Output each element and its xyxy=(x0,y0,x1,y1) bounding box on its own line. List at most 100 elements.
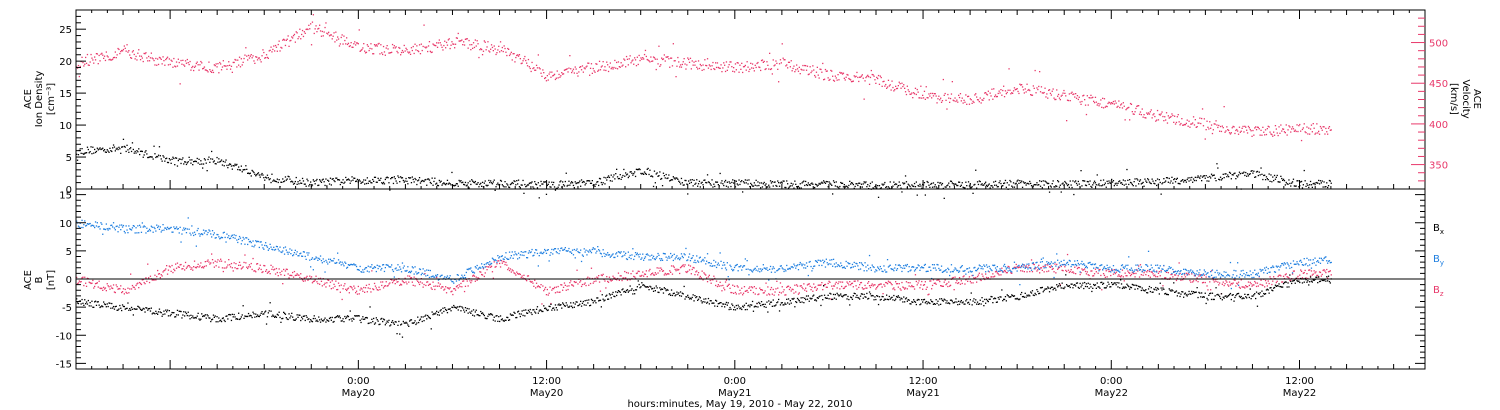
velocity-series-point xyxy=(284,44,287,47)
ion-density-series-point xyxy=(770,182,773,184)
ion-density-series-point xyxy=(226,164,228,167)
bz-series-point xyxy=(687,270,689,272)
velocity-series-point xyxy=(205,69,207,71)
by-series-point xyxy=(484,266,486,268)
bz-series-point xyxy=(316,281,318,283)
ion-density-series-point xyxy=(271,173,273,175)
ion-density-series-point xyxy=(459,181,461,183)
bz-series-point xyxy=(617,272,620,274)
bz-series-point xyxy=(959,283,962,285)
bz-series-point xyxy=(132,286,134,288)
velocity-series-point xyxy=(221,66,224,68)
by-series-point xyxy=(730,265,732,268)
velocity-series-point xyxy=(302,35,305,38)
velocity-series-point xyxy=(1037,88,1039,91)
by-series-point xyxy=(505,252,507,254)
bz-series-point xyxy=(256,263,259,265)
by-series-point xyxy=(375,270,377,273)
bz-series-point xyxy=(531,280,533,283)
velocity-series-point xyxy=(1201,108,1204,110)
bz-series-point xyxy=(562,289,564,291)
by-series-point xyxy=(468,267,470,270)
bz-series-point xyxy=(248,264,251,266)
by-series-point xyxy=(406,269,408,272)
bz-series-point xyxy=(1156,276,1159,278)
ion-density-series-point xyxy=(762,183,764,185)
bz-series-point xyxy=(1193,275,1196,277)
ion-density-series-point xyxy=(683,184,685,186)
bz-series-point xyxy=(285,268,287,270)
ion-density-series-point xyxy=(706,174,709,176)
velocity-series-point xyxy=(1147,112,1150,114)
ion-density-series-point xyxy=(229,163,231,165)
ion-density-series-point xyxy=(407,183,409,185)
ion-density-series-point xyxy=(1074,181,1076,183)
velocity-series-point xyxy=(392,47,395,49)
ion-density-series-point xyxy=(281,181,283,183)
bz-series-point xyxy=(1252,284,1254,286)
bz-series-point xyxy=(908,285,910,287)
ion-density-series-point xyxy=(942,187,944,190)
bz-series-point xyxy=(384,285,386,287)
bz-series-point xyxy=(534,279,536,281)
velocity-series-point xyxy=(922,97,925,99)
ion-density-series-point xyxy=(542,183,544,185)
ion-density-series-point xyxy=(1068,186,1070,188)
by-series-point xyxy=(685,247,687,250)
ion-density-series-point xyxy=(788,186,791,188)
bz-series-point xyxy=(1157,272,1160,274)
by-series-point xyxy=(466,268,468,270)
bz-series-point xyxy=(448,288,450,290)
velocity-series-point xyxy=(334,41,336,43)
velocity-series-point xyxy=(340,36,342,39)
bz-series-point xyxy=(963,275,965,277)
ion-density-series-point xyxy=(882,184,884,186)
velocity-series-point xyxy=(938,95,940,97)
ion-density-series-point xyxy=(625,172,627,174)
by-series-point xyxy=(693,261,695,263)
bz-series-point xyxy=(769,294,771,296)
velocity-series-point xyxy=(1215,120,1217,122)
ion-density-series-point xyxy=(1230,178,1232,180)
velocity-series-point xyxy=(448,38,450,40)
ion-density-series-point xyxy=(154,153,156,155)
velocity-series-point xyxy=(409,53,412,55)
ion-density-series-point xyxy=(793,187,795,189)
ion-density-series-point xyxy=(376,181,378,183)
ion-density-series-point xyxy=(1030,185,1033,187)
velocity-series-point xyxy=(1070,92,1072,94)
ion-density-series-point xyxy=(897,185,899,187)
by-series-point xyxy=(501,255,503,257)
ion-density-series-point xyxy=(583,181,585,183)
ion-density-series-point xyxy=(327,179,329,181)
by-series-point xyxy=(627,251,629,253)
by-series-point xyxy=(241,240,243,242)
ion-density-series-point xyxy=(1268,173,1270,175)
bz-series-point xyxy=(1072,271,1074,273)
ion-density-series-point xyxy=(257,172,260,174)
bz-series-point xyxy=(1245,285,1247,287)
velocity-series-point xyxy=(387,48,389,50)
ion-density-series-point xyxy=(403,181,405,183)
bz-series-point xyxy=(1103,274,1106,276)
ion-density-series-point xyxy=(557,186,559,188)
bz-series-point xyxy=(94,283,97,285)
bz-series-point xyxy=(481,274,484,276)
bz-series-point xyxy=(868,281,870,283)
bz-series-point xyxy=(976,275,979,278)
bz-series-point xyxy=(567,288,569,291)
bz-series-point xyxy=(913,288,916,290)
velocity-series-point xyxy=(1026,83,1028,85)
velocity-series-point xyxy=(1278,126,1280,128)
velocity-series-point xyxy=(539,68,541,70)
bz-series-point xyxy=(348,292,350,294)
ion-density-series-point xyxy=(133,152,135,154)
bz-series-point xyxy=(1267,280,1269,282)
velocity-series-point xyxy=(671,65,674,67)
velocity-series-point xyxy=(1138,105,1140,107)
by-series-point xyxy=(219,238,221,240)
bz-series-point xyxy=(117,288,119,290)
ion-density-series-point xyxy=(464,181,467,184)
ion-density-series-point xyxy=(856,183,858,185)
velocity-series-point xyxy=(916,88,918,91)
